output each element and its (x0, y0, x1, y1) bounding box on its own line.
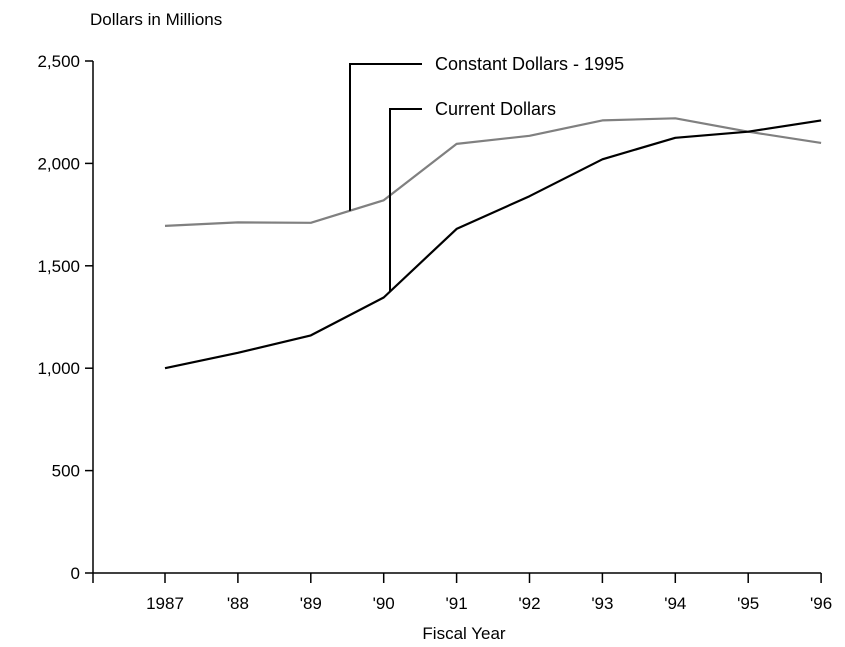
x-tick-label: '92 (518, 594, 540, 613)
y-tick-label: 1,500 (37, 257, 80, 276)
y-tick-label: 500 (52, 462, 80, 481)
x-axis-ticks: 1987 '88 '89 '90 '91 '92 '93 '94 '95 '96 (92, 573, 832, 613)
series-constant-dollars-line (164, 117, 822, 227)
series-current-dollars-line (164, 119, 822, 370)
x-tick-label: '94 (664, 594, 686, 613)
y-axis-ticks: 0 500 1,000 1,500 2,000 2,500 (37, 52, 93, 583)
legend-current-dollars-label: Current Dollars (435, 99, 556, 119)
y-tick-label: 1,000 (37, 359, 80, 378)
y-tick-label: 2,500 (37, 52, 80, 71)
x-tick-label: '96 (810, 594, 832, 613)
x-tick-label: 1987 (146, 594, 184, 613)
x-tick-label: '95 (737, 594, 759, 613)
y-tick-label: 0 (71, 564, 80, 583)
legend-layer: Constant Dollars - 1995 Current Dollars (349, 54, 624, 292)
y-tick-label: 2,000 (37, 154, 80, 173)
x-tick-label: '89 (300, 594, 322, 613)
x-axis-title: Fiscal Year (422, 624, 505, 643)
series-layer (164, 117, 822, 370)
legend-constant-dollars-leader-line (349, 63, 422, 211)
legend-current-dollars-leader-line (389, 108, 422, 292)
x-tick-label: '93 (591, 594, 613, 613)
y-axis-title: Dollars in Millions (90, 10, 222, 29)
legend-constant-dollars-label: Constant Dollars - 1995 (435, 54, 624, 74)
x-tick-label: '90 (373, 594, 395, 613)
x-tick-label: '88 (227, 594, 249, 613)
x-tick-label: '91 (446, 594, 468, 613)
